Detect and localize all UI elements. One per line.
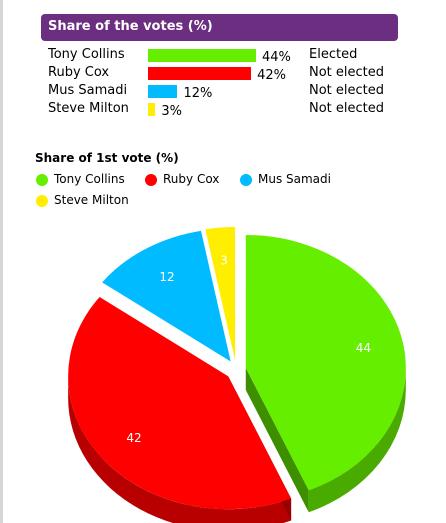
pie-slice-steve-milton[interactable] [205,227,236,361]
candidate-name: Tony Collins [48,47,125,62]
pie-slice-tony-collins[interactable] [245,234,406,491]
pie-data-label: 12 [159,270,174,284]
pie-data-label: 44 [356,341,371,355]
result-row-mus-samadi: Mus Samadi 12% Not elected [48,83,398,101]
vote-share-bar [148,85,178,98]
election-status: Not elected [309,65,385,80]
results-title: Share of the votes (%) [48,19,213,34]
legend-marker [240,174,252,186]
result-row-ruby-cox: Ruby Cox 42% Not elected [48,65,398,83]
pie-data-label: 42 [126,431,141,445]
pie-slice-mus-samadi[interactable] [102,230,231,362]
candidate-name: Steve Milton [48,101,129,116]
pie-data-label: 3 [220,254,228,268]
vote-share-label: 12% [183,86,213,101]
legend-label: Tony Collins [54,172,125,186]
vote-share-label: 44% [262,50,291,65]
legend-marker [145,174,157,186]
result-row-steve-milton: Steve Milton 3% Not elected [48,101,398,119]
vote-share-label: 42% [257,68,286,83]
vote-share-bar [148,67,252,80]
pie-slice-side-1 [68,376,292,523]
vote-share-label: 3% [161,104,182,119]
legend-label: Steve Milton [54,193,129,207]
legend-label: Mus Samadi [258,172,331,186]
result-row-tony-collins: Tony Collins 44% Elected [48,47,398,65]
vote-share-bar [148,103,156,116]
legend-label: Ruby Cox [163,172,220,186]
chart-title: Share of 1st vote (%) [35,151,179,165]
election-status: Not elected [309,83,385,98]
candidate-name: Mus Samadi [48,83,128,98]
results-header: Share of the votes (%) [41,14,398,41]
election-status: Elected [309,47,358,62]
left-border [0,0,3,523]
candidate-name: Ruby Cox [48,65,110,80]
pie-slice-side-0 [308,367,406,513]
vote-share-bar [148,49,256,62]
legend-marker [36,174,48,186]
pie-slice-ruby-cox[interactable] [68,297,292,510]
election-status: Not elected [309,101,385,116]
legend-marker [36,195,48,207]
pie-slice-face-0-1 [245,367,309,513]
